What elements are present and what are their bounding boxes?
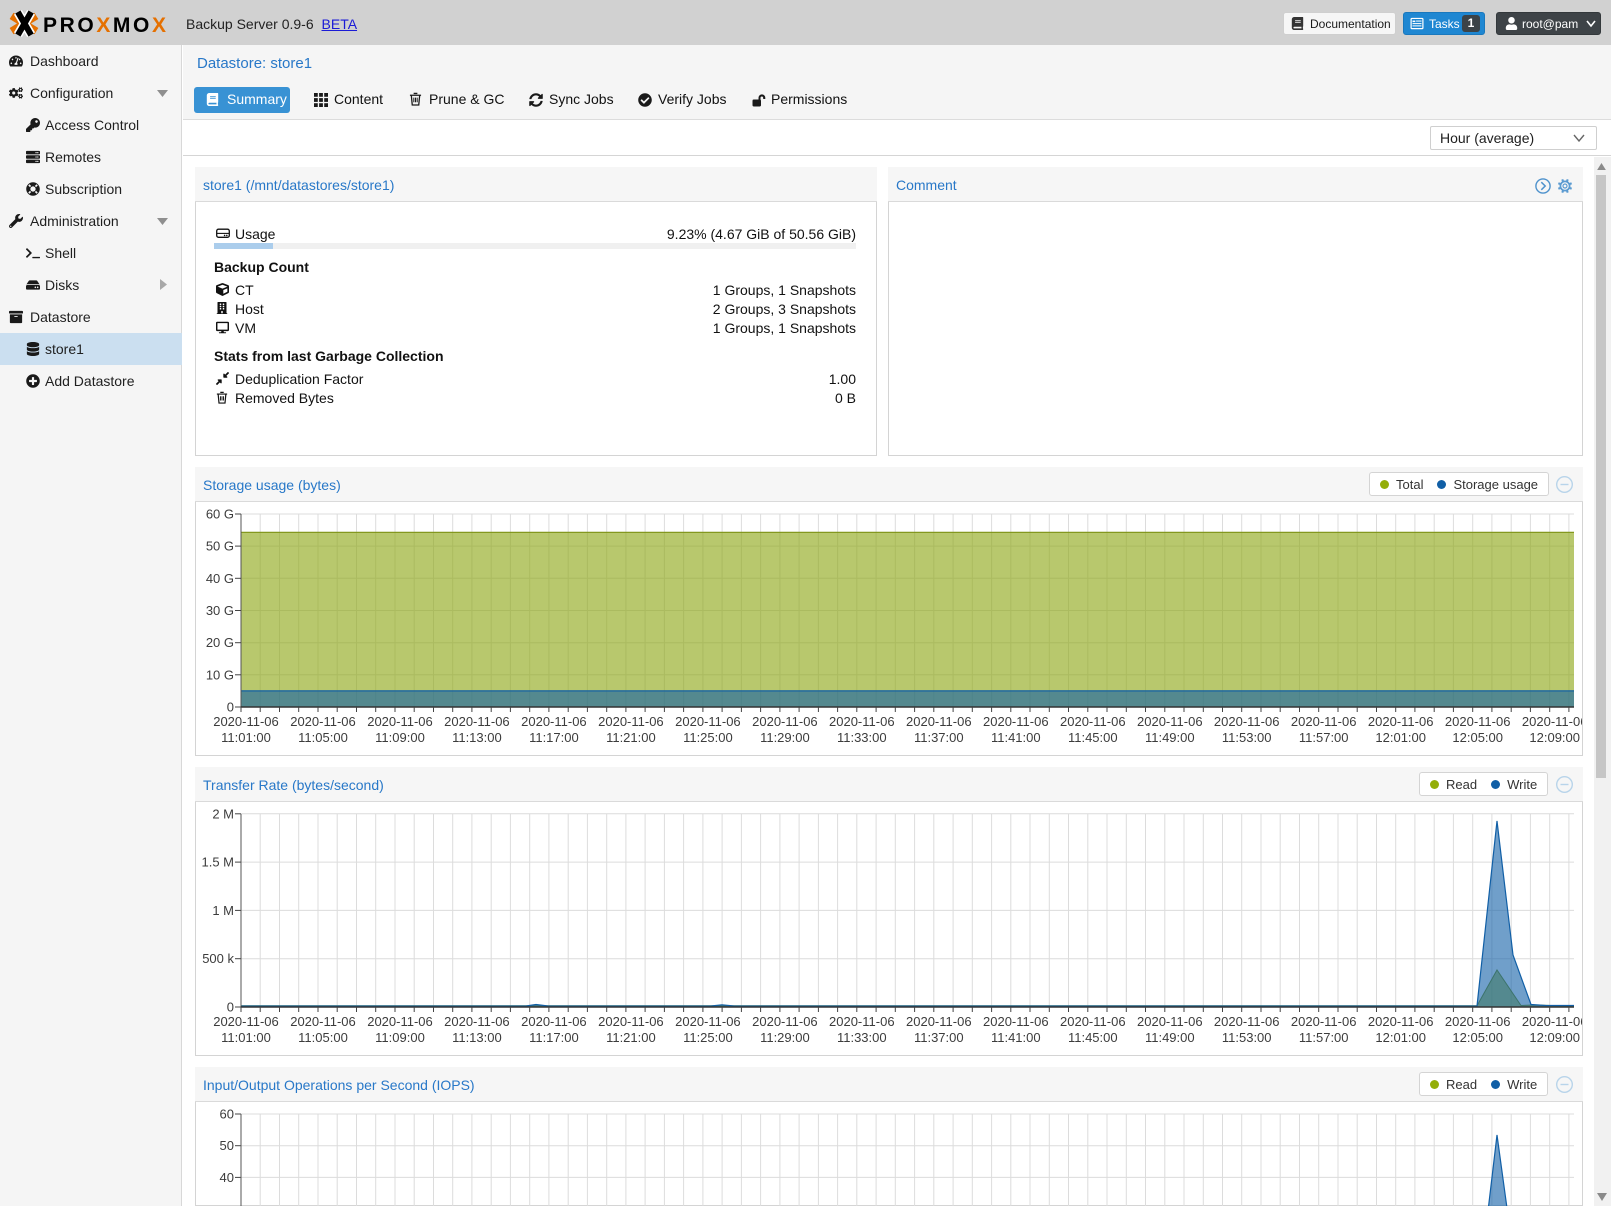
- svg-text:11:37:00: 11:37:00: [914, 730, 964, 745]
- svg-text:11:17:00: 11:17:00: [529, 730, 579, 745]
- svg-text:11:09:00: 11:09:00: [375, 730, 425, 745]
- svg-text:2020-11-06: 2020-11-06: [1522, 714, 1582, 729]
- svg-text:11:17:00: 11:17:00: [529, 1030, 579, 1045]
- svg-text:11:13:00: 11:13:00: [452, 730, 502, 745]
- svg-text:2020-11-06: 2020-11-06: [444, 1014, 510, 1029]
- svg-text:2020-11-06: 2020-11-06: [675, 1014, 741, 1029]
- svg-text:11:49:00: 11:49:00: [1145, 730, 1195, 745]
- svg-text:2020-11-06: 2020-11-06: [752, 1014, 818, 1029]
- svg-text:2020-11-06: 2020-11-06: [983, 1014, 1049, 1029]
- svg-text:10 G: 10 G: [206, 667, 234, 682]
- svg-text:2020-11-06: 2020-11-06: [1137, 1014, 1203, 1029]
- svg-text:11:25:00: 11:25:00: [683, 730, 733, 745]
- svg-text:11:57:00: 11:57:00: [1299, 1030, 1349, 1045]
- svg-text:2020-11-06: 2020-11-06: [1368, 1014, 1434, 1029]
- svg-text:500 k: 500 k: [202, 951, 234, 966]
- svg-text:30 G: 30 G: [206, 603, 234, 618]
- svg-text:2020-11-06: 2020-11-06: [1060, 1014, 1126, 1029]
- svg-text:12:05:00: 12:05:00: [1452, 1030, 1503, 1045]
- svg-text:2020-11-06: 2020-11-06: [598, 1014, 664, 1029]
- svg-text:11:01:00: 11:01:00: [221, 1030, 271, 1045]
- svg-text:2020-11-06: 2020-11-06: [213, 1014, 279, 1029]
- svg-text:2020-11-06: 2020-11-06: [290, 1014, 356, 1029]
- svg-text:2020-11-06: 2020-11-06: [983, 714, 1049, 729]
- svg-text:2020-11-06: 2020-11-06: [598, 714, 664, 729]
- svg-text:11:37:00: 11:37:00: [914, 1030, 964, 1045]
- svg-text:2020-11-06: 2020-11-06: [829, 1014, 895, 1029]
- svg-text:2020-11-06: 2020-11-06: [521, 1014, 587, 1029]
- svg-text:2020-11-06: 2020-11-06: [1060, 714, 1126, 729]
- svg-text:0: 0: [227, 1000, 234, 1015]
- svg-text:2020-11-06: 2020-11-06: [367, 1014, 433, 1029]
- svg-text:11:29:00: 11:29:00: [760, 730, 810, 745]
- svg-text:11:05:00: 11:05:00: [298, 1030, 348, 1045]
- svg-text:2020-11-06: 2020-11-06: [752, 714, 818, 729]
- svg-text:40: 40: [220, 1170, 234, 1185]
- svg-text:11:57:00: 11:57:00: [1299, 730, 1349, 745]
- svg-text:20 G: 20 G: [206, 635, 234, 650]
- svg-text:11:33:00: 11:33:00: [837, 730, 887, 745]
- svg-text:2020-11-06: 2020-11-06: [1522, 1014, 1582, 1029]
- svg-text:12:09:00: 12:09:00: [1529, 1030, 1580, 1045]
- svg-text:12:01:00: 12:01:00: [1375, 730, 1426, 745]
- svg-text:12:01:00: 12:01:00: [1375, 1030, 1426, 1045]
- svg-text:11:33:00: 11:33:00: [837, 1030, 887, 1045]
- svg-text:12:09:00: 12:09:00: [1529, 730, 1580, 745]
- svg-text:11:13:00: 11:13:00: [452, 1030, 502, 1045]
- svg-text:1.5 M: 1.5 M: [201, 855, 234, 870]
- svg-text:11:45:00: 11:45:00: [1068, 730, 1118, 745]
- svg-text:2020-11-06: 2020-11-06: [1137, 714, 1203, 729]
- svg-text:11:21:00: 11:21:00: [606, 730, 656, 745]
- svg-text:11:53:00: 11:53:00: [1222, 730, 1272, 745]
- svg-text:2020-11-06: 2020-11-06: [906, 714, 972, 729]
- svg-text:11:05:00: 11:05:00: [298, 730, 348, 745]
- svg-text:11:45:00: 11:45:00: [1068, 1030, 1118, 1045]
- svg-text:2020-11-06: 2020-11-06: [444, 714, 510, 729]
- svg-text:2020-11-06: 2020-11-06: [290, 714, 356, 729]
- svg-text:2020-11-06: 2020-11-06: [829, 714, 895, 729]
- svg-text:50 G: 50 G: [206, 539, 234, 554]
- svg-text:2020-11-06: 2020-11-06: [1445, 714, 1511, 729]
- svg-text:2020-11-06: 2020-11-06: [675, 714, 741, 729]
- svg-text:2020-11-06: 2020-11-06: [521, 714, 587, 729]
- svg-text:11:29:00: 11:29:00: [760, 1030, 810, 1045]
- svg-text:60: 60: [220, 1107, 234, 1122]
- svg-text:2 M: 2 M: [212, 806, 234, 821]
- svg-text:2020-11-06: 2020-11-06: [1214, 714, 1280, 729]
- svg-text:11:09:00: 11:09:00: [375, 1030, 425, 1045]
- svg-text:0: 0: [227, 700, 234, 715]
- svg-text:2020-11-06: 2020-11-06: [1368, 714, 1434, 729]
- svg-text:50: 50: [220, 1138, 234, 1153]
- svg-text:11:25:00: 11:25:00: [683, 1030, 733, 1045]
- svg-text:60 G: 60 G: [206, 507, 234, 522]
- svg-text:11:53:00: 11:53:00: [1222, 1030, 1272, 1045]
- svg-text:11:41:00: 11:41:00: [991, 730, 1041, 745]
- svg-text:1 M: 1 M: [212, 903, 234, 918]
- svg-text:2020-11-06: 2020-11-06: [1291, 1014, 1357, 1029]
- svg-text:11:41:00: 11:41:00: [991, 1030, 1041, 1045]
- svg-text:11:49:00: 11:49:00: [1145, 1030, 1195, 1045]
- svg-text:11:21:00: 11:21:00: [606, 1030, 656, 1045]
- svg-text:40 G: 40 G: [206, 571, 234, 586]
- svg-text:2020-11-06: 2020-11-06: [906, 1014, 972, 1029]
- svg-text:2020-11-06: 2020-11-06: [1445, 1014, 1511, 1029]
- svg-text:11:01:00: 11:01:00: [221, 730, 271, 745]
- svg-text:2020-11-06: 2020-11-06: [1214, 1014, 1280, 1029]
- svg-text:2020-11-06: 2020-11-06: [367, 714, 433, 729]
- svg-text:2020-11-06: 2020-11-06: [213, 714, 279, 729]
- svg-text:12:05:00: 12:05:00: [1452, 730, 1503, 745]
- svg-text:2020-11-06: 2020-11-06: [1291, 714, 1357, 729]
